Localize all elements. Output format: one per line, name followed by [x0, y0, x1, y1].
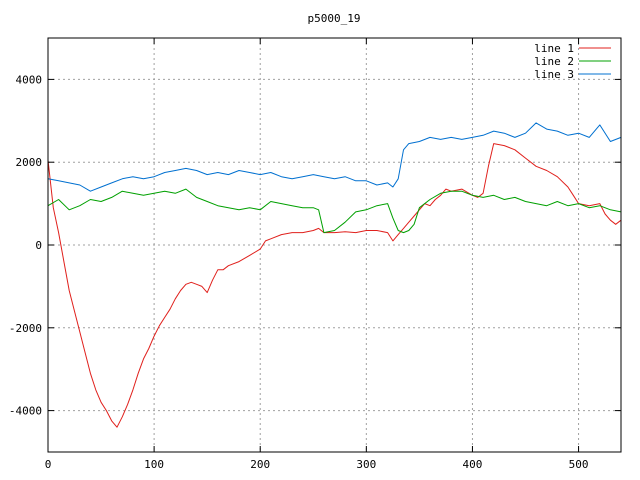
x-tick-label: 300	[356, 458, 376, 471]
series-line-2	[47, 188, 622, 234]
chart-title: p5000_19	[308, 12, 361, 25]
series-lines	[47, 122, 622, 428]
y-tick-label: 0	[35, 239, 42, 252]
y-tick-label: 2000	[16, 156, 43, 169]
y-tick-label: -4000	[9, 405, 42, 418]
y-tick-label: 4000	[16, 73, 43, 86]
x-tick-label: 200	[250, 458, 270, 471]
x-tick-label: 400	[463, 458, 483, 471]
legend-label-3: line 3	[534, 68, 574, 81]
series-line-3	[47, 122, 622, 192]
x-tick-label: 0	[45, 458, 52, 471]
x-tick-label: 500	[569, 458, 589, 471]
series-line-1	[47, 143, 622, 428]
x-tick-label: 100	[144, 458, 164, 471]
tick-labels: 0 100 200 300 400 500 -4000 -2000 0 2000 4000	[9, 73, 589, 471]
legend-label-2: line 2	[534, 55, 574, 68]
grid	[48, 38, 621, 452]
legend-label-1: line 1	[534, 42, 574, 55]
y-tick-label: -2000	[9, 322, 42, 335]
axis-ticks	[47, 38, 621, 452]
